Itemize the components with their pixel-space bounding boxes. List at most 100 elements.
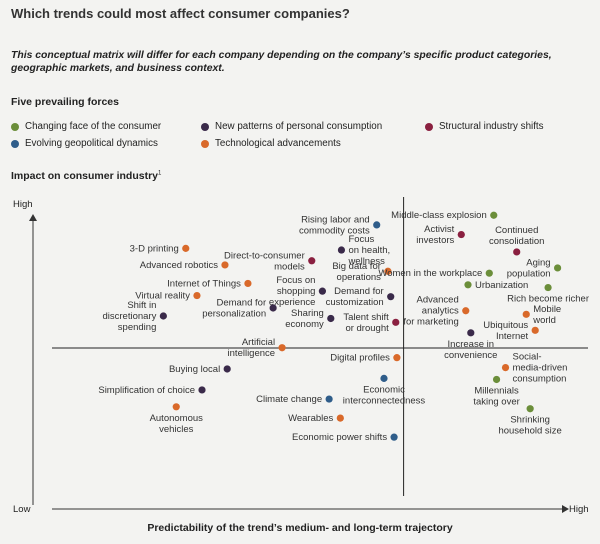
point-label-artificial-intelligence: Artificial intelligence [228, 337, 276, 359]
point-label-women-in-the-workplace: Women in the workplace [378, 268, 482, 279]
legend-label: Changing face of the consumer [25, 121, 162, 132]
point-label-sharing-economy: Sharing economy [285, 308, 324, 330]
legend-label: Technological advancements [215, 138, 341, 149]
x-axis-low-label: Low [13, 504, 31, 515]
point-autonomous-vehicles [172, 403, 180, 411]
legend-title: Five prevailing forces [11, 96, 119, 108]
point-advanced-analytics-for-marketing [462, 307, 470, 315]
point-climate-change [325, 395, 333, 403]
point-shift-in-discretionary-spending [159, 312, 167, 320]
point-label-social-media-driven-consumption: Social-media-driven consumption [513, 352, 568, 385]
point-label-urbanization: Urbanization [475, 280, 528, 291]
point-label-talent-shift-or-drought: Talent shift or drought [343, 312, 389, 334]
point-label-internet-of-things: Internet of Things [167, 278, 241, 289]
point-millennials-taking-over [492, 375, 501, 384]
legend-dot-geopolitical [11, 139, 19, 148]
point-label-digital-profiles: Digital profiles [330, 353, 390, 364]
point-3-d-printing [182, 244, 190, 252]
point-label-demand-for-customization: Demand for customization [326, 286, 384, 308]
chart-title: Which trends could most affect consumer … [11, 6, 350, 21]
point-middle-class-explosion [490, 211, 498, 219]
point-label-rising-labor-and-commodity-costs: Rising labor and commodity costs [299, 214, 370, 236]
point-label-virtual-reality: Virtual reality [135, 291, 190, 302]
point-demand-for-personalization [269, 304, 277, 312]
point-label-climate-change: Climate change [256, 394, 322, 405]
point-label-activist-investors: Activist investors [416, 224, 454, 246]
point-digital-profiles [393, 354, 401, 362]
y-axis-title: Impact on consumer industry1 [11, 170, 162, 182]
y-axis-high-label: High [13, 199, 33, 210]
point-label-demand-for-personalization: Demand for personalization [202, 297, 266, 319]
legend-label: Structural industry shifts [439, 121, 544, 132]
point-label-buying-local: Buying local [169, 364, 220, 375]
legend-item-technological: Technological advancements [201, 138, 341, 149]
point-label-simplification-of-choice: Simplification of choice [98, 385, 195, 396]
point-label-increase-in-convenience: Increase in convenience [444, 339, 497, 361]
point-label-focus-on-health-wellness: Focus on health, wellness [347, 234, 390, 267]
point-label-autonomous-vehicles: Autonomous vehicles [150, 413, 204, 435]
point-label-focus-on-shopping-experience: Focus on shopping experience [269, 275, 315, 308]
point-focus-on-shopping-experience [318, 287, 326, 295]
point-label-rich-become-richer: Rich become richer [507, 294, 589, 305]
point-label-millennials-taking-over: Millennials taking over [473, 385, 519, 407]
chart-subtitle: This conceptual matrix will differ for e… [11, 50, 552, 74]
point-label-economic-power-shifts: Economic power shifts [292, 432, 387, 443]
point-label-advanced-analytics-for-marketing: Advanced analytics for marketing [403, 295, 459, 328]
point-big-data-for-operations [384, 267, 392, 275]
point-urbanization [464, 281, 472, 289]
point-label-continued-consolidation: Continued consolidation [489, 225, 544, 247]
point-label-shrinking-household-size: Shrinking household size [498, 415, 561, 437]
point-mobile-world [522, 310, 530, 318]
point-social-media-driven-consumption [501, 363, 510, 372]
point-label-3-d-printing: 3-D printing [130, 243, 179, 254]
point-label-mobile-world: Mobile world [532, 304, 561, 326]
point-sharing-economy [327, 314, 335, 323]
point-shrinking-household-size [526, 405, 534, 413]
point-rising-labor-and-commodity-costs [373, 221, 381, 229]
point-focus-on-health-wellness [337, 246, 346, 254]
legend-item-industry-shifts: Structural industry shifts [425, 121, 544, 132]
point-label-middle-class-explosion: Middle-class explosion [391, 210, 487, 221]
point-activist-investors [457, 230, 465, 239]
point-buying-local [223, 365, 231, 373]
legend-dot-personal-consumption [201, 122, 209, 131]
legend-label: New patterns of personal consumption [215, 121, 383, 132]
point-economic-interconnectedness [380, 374, 388, 382]
legend-dot-technological [201, 139, 209, 148]
y-axis-footnote: 1 [158, 170, 162, 177]
point-label-big-data-for-operations: Big data for operations [332, 261, 381, 283]
x-axis-title: Predictability of the trend’s medium- an… [147, 522, 453, 534]
point-virtual-reality [193, 291, 201, 300]
legend-item-geopolitical: Evolving geopolitical dynamics [11, 138, 158, 149]
point-ubiquitous-internet [531, 326, 539, 334]
point-demand-for-customization [387, 293, 395, 301]
point-label-wearables: Wearables [288, 413, 333, 424]
point-increase-in-convenience [467, 329, 475, 337]
point-label-economic-interconnectedness: Economic interconnectedness [343, 384, 426, 406]
legend-item-personal-consumption: New patterns of personal consumption [201, 121, 382, 132]
point-economic-power-shifts [390, 433, 398, 441]
point-direct-to-consumer-models [308, 257, 316, 265]
legend-label: Evolving geopolitical dynamics [25, 138, 158, 149]
point-label-direct-to-consumer-models: Direct-to-consumer models [224, 250, 305, 272]
legend-dot-industry-shifts [425, 122, 433, 131]
point-continued-consolidation [513, 248, 521, 256]
point-label-shift-in-discretionary-spending: Shift in discretionary spending [103, 300, 157, 333]
point-advanced-robotics [221, 261, 229, 269]
legend-dot-changing-consumer [11, 122, 19, 131]
point-label-ubiquitous-internet: Ubiquitous Internet [483, 320, 528, 342]
legend-item-changing-consumer: Changing face of the consumer [11, 121, 161, 132]
point-internet-of-things [244, 279, 252, 288]
point-rich-become-richer [544, 283, 552, 292]
point-wearables [336, 414, 344, 422]
point-women-in-the-workplace [485, 269, 493, 277]
point-aging-population [554, 264, 562, 272]
point-artificial-intelligence [278, 344, 286, 352]
point-talent-shift-or-drought [392, 318, 400, 326]
point-label-advanced-robotics: Advanced robotics [140, 260, 218, 271]
point-simplification-of-choice [198, 386, 206, 394]
x-axis-high-label: High [569, 504, 589, 515]
point-label-aging-population: Aging population [507, 257, 551, 279]
